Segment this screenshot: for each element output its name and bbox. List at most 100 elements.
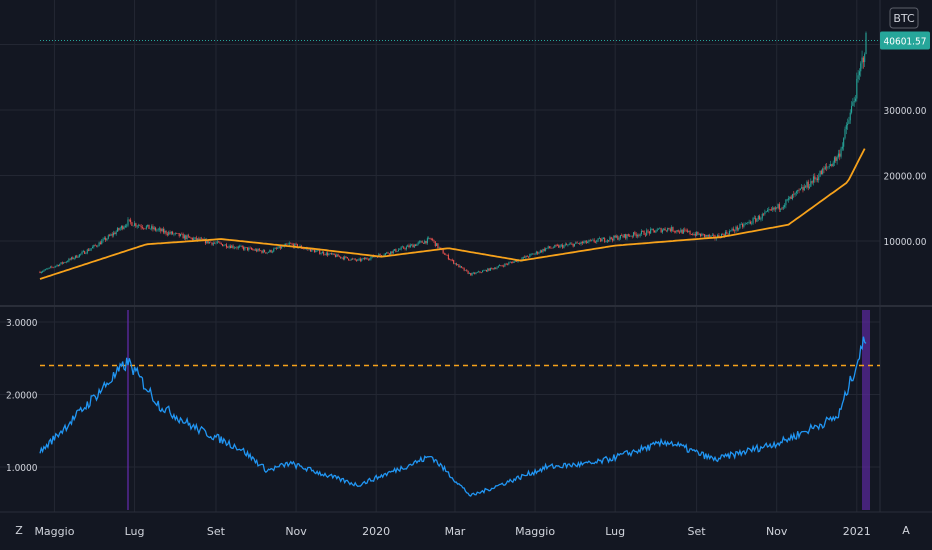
candle[interactable] (447, 253, 449, 261)
candle[interactable] (836, 155, 838, 165)
candle[interactable] (488, 268, 490, 271)
candle[interactable] (181, 232, 183, 235)
candle[interactable] (295, 242, 297, 246)
candle[interactable] (428, 236, 430, 240)
candle[interactable] (413, 243, 415, 249)
candle[interactable] (685, 228, 687, 233)
candle[interactable] (831, 163, 833, 168)
candle[interactable] (130, 217, 132, 225)
candle[interactable] (327, 251, 329, 257)
candle[interactable] (776, 207, 778, 210)
candle[interactable] (626, 234, 628, 241)
candle[interactable] (257, 247, 259, 252)
candle[interactable] (643, 230, 645, 236)
candle[interactable] (224, 244, 226, 246)
candle[interactable] (112, 230, 115, 238)
candle[interactable] (793, 190, 795, 198)
candle[interactable] (395, 248, 397, 253)
candle[interactable] (290, 242, 292, 245)
candle[interactable] (492, 268, 494, 271)
candle[interactable] (122, 225, 124, 231)
candle[interactable] (609, 235, 611, 242)
candle[interactable] (475, 272, 477, 275)
candle[interactable] (40, 271, 42, 274)
candle[interactable] (647, 229, 649, 234)
candle[interactable] (73, 257, 75, 261)
candle[interactable] (797, 189, 799, 195)
candle[interactable] (273, 247, 275, 253)
candle[interactable] (675, 230, 677, 234)
candle[interactable] (329, 252, 331, 255)
candle[interactable] (558, 244, 560, 248)
candle[interactable] (535, 250, 537, 255)
candle[interactable] (614, 234, 616, 238)
candle[interactable] (615, 234, 618, 239)
candle[interactable] (387, 251, 389, 254)
candle[interactable] (526, 255, 528, 257)
candle[interactable] (151, 224, 153, 231)
candle[interactable] (818, 173, 820, 183)
candle[interactable] (123, 225, 125, 230)
candle[interactable] (701, 232, 703, 237)
candle[interactable] (64, 261, 66, 264)
candle[interactable] (434, 241, 436, 248)
candle[interactable] (332, 252, 334, 256)
candle[interactable] (355, 259, 358, 262)
candle[interactable] (144, 228, 146, 230)
candle[interactable] (46, 268, 48, 270)
candle[interactable] (420, 240, 422, 244)
candle[interactable] (545, 247, 547, 252)
candle[interactable] (847, 118, 849, 130)
candle[interactable] (409, 243, 411, 248)
candle[interactable] (149, 228, 151, 230)
candle[interactable] (239, 244, 241, 248)
candle[interactable] (824, 163, 826, 171)
candle[interactable] (106, 238, 108, 242)
candle[interactable] (566, 242, 568, 246)
candle[interactable] (267, 251, 270, 253)
candle[interactable] (631, 235, 633, 239)
candle[interactable] (249, 246, 251, 249)
candle[interactable] (157, 227, 159, 232)
candle[interactable] (564, 242, 566, 247)
candle[interactable] (487, 267, 489, 273)
candle[interactable] (462, 267, 464, 269)
candle[interactable] (141, 225, 143, 230)
candle[interactable] (44, 268, 46, 271)
candle[interactable] (554, 244, 556, 249)
candle[interactable] (732, 226, 734, 232)
candle[interactable] (266, 252, 268, 255)
candle[interactable] (740, 222, 742, 225)
candle[interactable] (854, 94, 857, 103)
candle[interactable] (801, 183, 803, 189)
candle[interactable] (464, 269, 467, 271)
candle[interactable] (194, 237, 196, 240)
candle[interactable] (684, 227, 686, 233)
candle[interactable] (466, 269, 468, 272)
candle[interactable] (99, 240, 101, 245)
candle[interactable] (246, 247, 249, 252)
candle[interactable] (579, 242, 581, 245)
candle[interactable] (768, 206, 770, 213)
candle[interactable] (598, 236, 600, 239)
candle[interactable] (220, 242, 222, 246)
candle[interactable] (539, 249, 541, 254)
candle[interactable] (527, 256, 530, 259)
candle[interactable] (672, 226, 674, 232)
candle[interactable] (287, 242, 289, 245)
candle[interactable] (773, 206, 775, 212)
candle[interactable] (178, 233, 180, 238)
candle[interactable] (856, 72, 858, 102)
candle[interactable] (744, 222, 746, 226)
candle[interactable] (805, 185, 807, 188)
candle[interactable] (245, 247, 247, 248)
candle[interactable] (232, 244, 234, 250)
candle[interactable] (405, 245, 407, 251)
candle[interactable] (362, 257, 364, 260)
candle[interactable] (476, 271, 478, 273)
candle[interactable] (678, 230, 681, 234)
candle[interactable] (128, 219, 130, 222)
candle[interactable] (652, 228, 654, 233)
candle[interactable] (753, 215, 755, 220)
